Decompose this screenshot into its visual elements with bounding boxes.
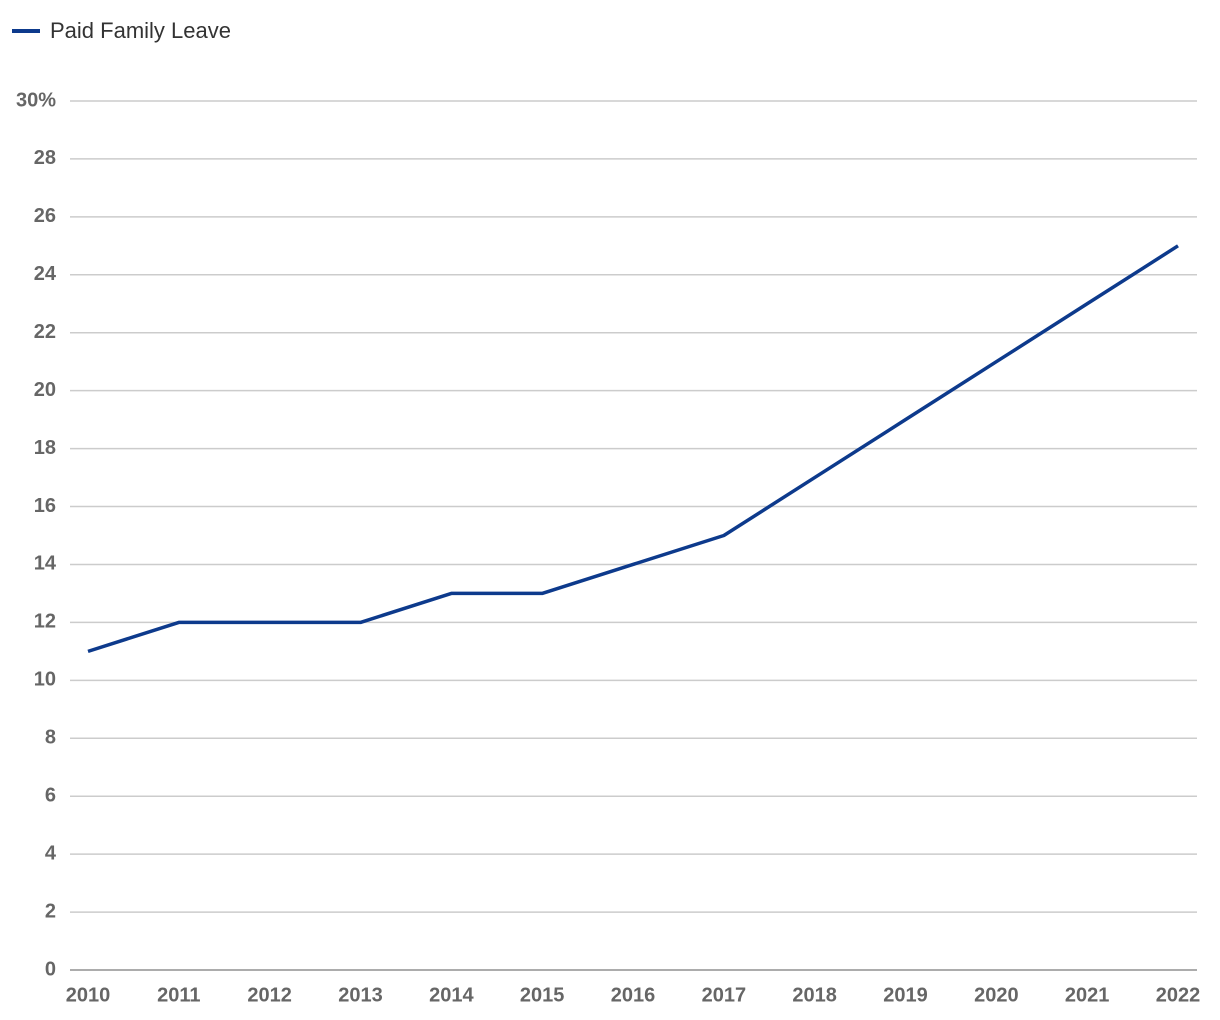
data-line xyxy=(87,244,1179,654)
x-tick-label: 2015 xyxy=(520,984,565,1006)
x-tick-label: 2012 xyxy=(247,984,292,1006)
y-tick-label: 24 xyxy=(34,263,57,285)
y-tick-label: 30% xyxy=(16,89,56,111)
y-tick-label: 16 xyxy=(34,495,56,517)
x-tick-label: 2011 xyxy=(157,984,200,1006)
legend-label: Paid Family Leave xyxy=(50,18,231,43)
y-tick-label: 28 xyxy=(34,147,56,169)
y-tick-label: 18 xyxy=(34,437,56,459)
y-tick-label: 12 xyxy=(34,611,56,633)
y-tick-label: 4 xyxy=(45,842,57,864)
y-tick-label: 0 xyxy=(45,958,56,980)
x-tick-label: 2016 xyxy=(611,984,656,1006)
y-tick-label: 20 xyxy=(34,379,56,401)
x-tick-label: 2022 xyxy=(1156,984,1201,1006)
x-tick-label: 2013 xyxy=(338,984,383,1006)
x-tick-label: 2019 xyxy=(883,984,928,1006)
x-tick-label: 2021 xyxy=(1065,984,1110,1006)
y-tick-label: 6 xyxy=(45,784,56,806)
x-tick-label: 2018 xyxy=(792,984,837,1006)
x-tick-label: 2014 xyxy=(429,984,474,1006)
y-tick-label: 2 xyxy=(45,900,56,922)
y-tick-label: 14 xyxy=(34,553,57,575)
x-tick-label: 2017 xyxy=(702,984,747,1006)
y-tick-label: 22 xyxy=(34,321,56,343)
y-tick-label: 10 xyxy=(34,669,56,691)
y-tick-label: 8 xyxy=(45,727,56,749)
x-tick-label: 2010 xyxy=(66,984,111,1006)
y-tick-label: 26 xyxy=(34,205,56,227)
x-tick-label: 2020 xyxy=(974,984,1019,1006)
